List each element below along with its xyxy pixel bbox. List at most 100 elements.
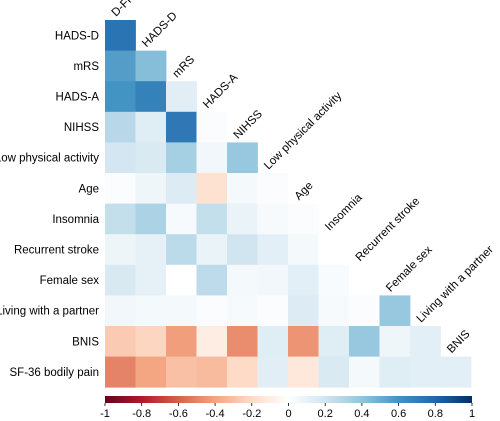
cell-recurrent-stroke-d-fis bbox=[105, 234, 136, 266]
cell-low-physical-activity-mrs bbox=[166, 142, 197, 174]
cell-female-sex-nihss bbox=[227, 264, 258, 296]
cell-sf-36-bodily-pain-mrs bbox=[166, 356, 197, 388]
cell-age-hads-a bbox=[196, 173, 228, 204]
cell-living-with-a-partner-female-sex bbox=[379, 295, 411, 327]
cell-insomnia-d-fis bbox=[105, 203, 136, 235]
cell-age-d-fis bbox=[105, 173, 136, 204]
cell-low-physical-activity-d-fis bbox=[105, 142, 136, 174]
colorbar-tick-label: -1 bbox=[100, 408, 110, 420]
cell-female-sex-recurrent-stroke bbox=[349, 264, 380, 296]
cell-hads-a-mrs bbox=[166, 81, 197, 113]
cell-bnis-female-sex bbox=[379, 326, 411, 357]
row-label-hads-a: HADS-A bbox=[56, 92, 100, 104]
cell-bnis-low-physical-activity bbox=[257, 326, 289, 357]
cell-sf-36-bodily-pain-hads-d bbox=[135, 356, 167, 388]
cell-bnis-age bbox=[288, 326, 319, 357]
cell-mrs-d-fis bbox=[105, 50, 136, 82]
cell-living-with-a-partner-recurrent-stroke bbox=[349, 295, 380, 327]
heatmap-cells bbox=[105, 20, 472, 388]
cell-living-with-a-partner-mrs bbox=[166, 295, 197, 327]
column-label-d-fis: D-FIS bbox=[110, 0, 140, 19]
cell-insomnia-low-physical-activity bbox=[257, 203, 289, 235]
cell-bnis-hads-d bbox=[135, 326, 167, 357]
cell-age-low-physical-activity bbox=[257, 173, 289, 204]
row-label-living-with-a-partner: Living with a partner bbox=[0, 306, 99, 318]
cell-bnis-d-fis bbox=[105, 326, 136, 357]
cell-female-sex-insomnia bbox=[318, 264, 350, 296]
cell-recurrent-stroke-age bbox=[288, 234, 319, 266]
cell-hads-d-d-fis bbox=[105, 20, 136, 51]
cell-recurrent-stroke-hads-a bbox=[196, 234, 228, 266]
colorbar: -1 -0.8 -0.6 -0.4 -0.2 0 0.2 0.4 0.6 0.8 1 bbox=[100, 396, 475, 420]
cell-nihss-hads-a bbox=[196, 111, 228, 143]
row-label-insomnia: Insomnia bbox=[52, 214, 99, 226]
column-label-age: Age bbox=[293, 180, 316, 203]
column-label-hads-a: HADS-A bbox=[201, 71, 240, 110]
cell-low-physical-activity-hads-a bbox=[196, 142, 228, 174]
cell-living-with-a-partner-age bbox=[288, 295, 319, 327]
cell-recurrent-stroke-hads-d bbox=[135, 234, 167, 266]
cell-age-hads-d bbox=[135, 173, 167, 204]
cell-nihss-mrs bbox=[166, 111, 197, 143]
column-label-low-physical-activity: Low physical activity bbox=[262, 90, 344, 172]
cell-sf-36-bodily-pain-nihss bbox=[227, 356, 258, 388]
cell-insomnia-mrs bbox=[166, 203, 197, 235]
cell-nihss-hads-d bbox=[135, 111, 167, 143]
cell-female-sex-age bbox=[288, 264, 319, 296]
cell-insomnia-nihss bbox=[227, 203, 258, 235]
cell-female-sex-low-physical-activity bbox=[257, 264, 289, 296]
cell-bnis-living-with-a-partner bbox=[410, 326, 441, 357]
colorbar-tick-label: 0.6 bbox=[391, 408, 406, 420]
cell-living-with-a-partner-hads-d bbox=[135, 295, 167, 327]
row-label-mrs: mRS bbox=[73, 61, 99, 73]
column-label-nihss: NIHSS bbox=[232, 108, 266, 142]
cell-sf-36-bodily-pain-bnis bbox=[440, 356, 472, 388]
column-label-bnis: BNIS bbox=[445, 328, 473, 356]
cell-sf-36-bodily-pain-insomnia bbox=[318, 356, 350, 388]
cell-nihss-d-fis bbox=[105, 111, 136, 143]
row-labels: HADS-D mRS HADS-A NIHSS Low physical activit… bbox=[0, 30, 100, 379]
column-label-mrs: mRS bbox=[171, 54, 198, 81]
cell-sf-36-bodily-pain-living-with-a-partner bbox=[410, 356, 441, 388]
row-label-hads-d: HADS-D bbox=[55, 30, 99, 42]
cell-recurrent-stroke-nihss bbox=[227, 234, 258, 266]
row-label-bnis: BNIS bbox=[72, 336, 99, 348]
column-label-hads-d: HADS-D bbox=[140, 10, 180, 50]
row-label-age: Age bbox=[79, 183, 99, 195]
cell-bnis-nihss bbox=[227, 326, 258, 357]
cell-age-mrs bbox=[166, 173, 197, 204]
cell-age-nihss bbox=[227, 173, 258, 204]
row-label-low-physical-activity: Low physical activity bbox=[0, 153, 99, 165]
cell-recurrent-stroke-mrs bbox=[166, 234, 197, 266]
row-label-sf-36-bodily-pain: SF-36 bodily pain bbox=[10, 367, 100, 379]
cell-living-with-a-partner-nihss bbox=[227, 295, 258, 327]
cell-recurrent-stroke-low-physical-activity bbox=[257, 234, 289, 266]
cell-insomnia-hads-d bbox=[135, 203, 167, 235]
cell-hads-a-d-fis bbox=[105, 81, 136, 113]
colorbar-tick-label: -0.2 bbox=[242, 408, 261, 420]
column-label-female-sex: Female sex bbox=[384, 244, 435, 295]
cell-living-with-a-partner-hads-a bbox=[196, 295, 228, 327]
column-label-insomnia: Insomnia bbox=[323, 191, 365, 233]
cell-insomnia-age bbox=[288, 203, 319, 235]
cell-bnis-recurrent-stroke bbox=[349, 326, 380, 357]
cell-recurrent-stroke-insomnia bbox=[318, 234, 350, 266]
cell-insomnia-hads-a bbox=[196, 203, 228, 235]
colorbar-tick-label: 0.8 bbox=[428, 408, 443, 420]
cell-hads-a-hads-d bbox=[135, 81, 167, 113]
cell-sf-36-bodily-pain-d-fis bbox=[105, 356, 136, 388]
cell-sf-36-bodily-pain-age bbox=[288, 356, 319, 388]
cell-bnis-hads-a bbox=[196, 326, 228, 357]
cell-female-sex-hads-d bbox=[135, 264, 167, 296]
colorbar-gradient bbox=[105, 396, 472, 403]
cell-living-with-a-partner-d-fis bbox=[105, 295, 136, 327]
colorbar-tick-label: 0 bbox=[285, 408, 291, 420]
row-label-recurrent-stroke: Recurrent stroke bbox=[14, 245, 99, 257]
colorbar-tick-label: -0.6 bbox=[169, 408, 188, 420]
cell-low-physical-activity-hads-d bbox=[135, 142, 167, 174]
cell-sf-36-bodily-pain-female-sex bbox=[379, 356, 411, 388]
cell-sf-36-bodily-pain-recurrent-stroke bbox=[349, 356, 380, 388]
column-label-recurrent-stroke: Recurrent stroke bbox=[354, 195, 423, 264]
colorbar-tick-label: 0.4 bbox=[354, 408, 369, 420]
